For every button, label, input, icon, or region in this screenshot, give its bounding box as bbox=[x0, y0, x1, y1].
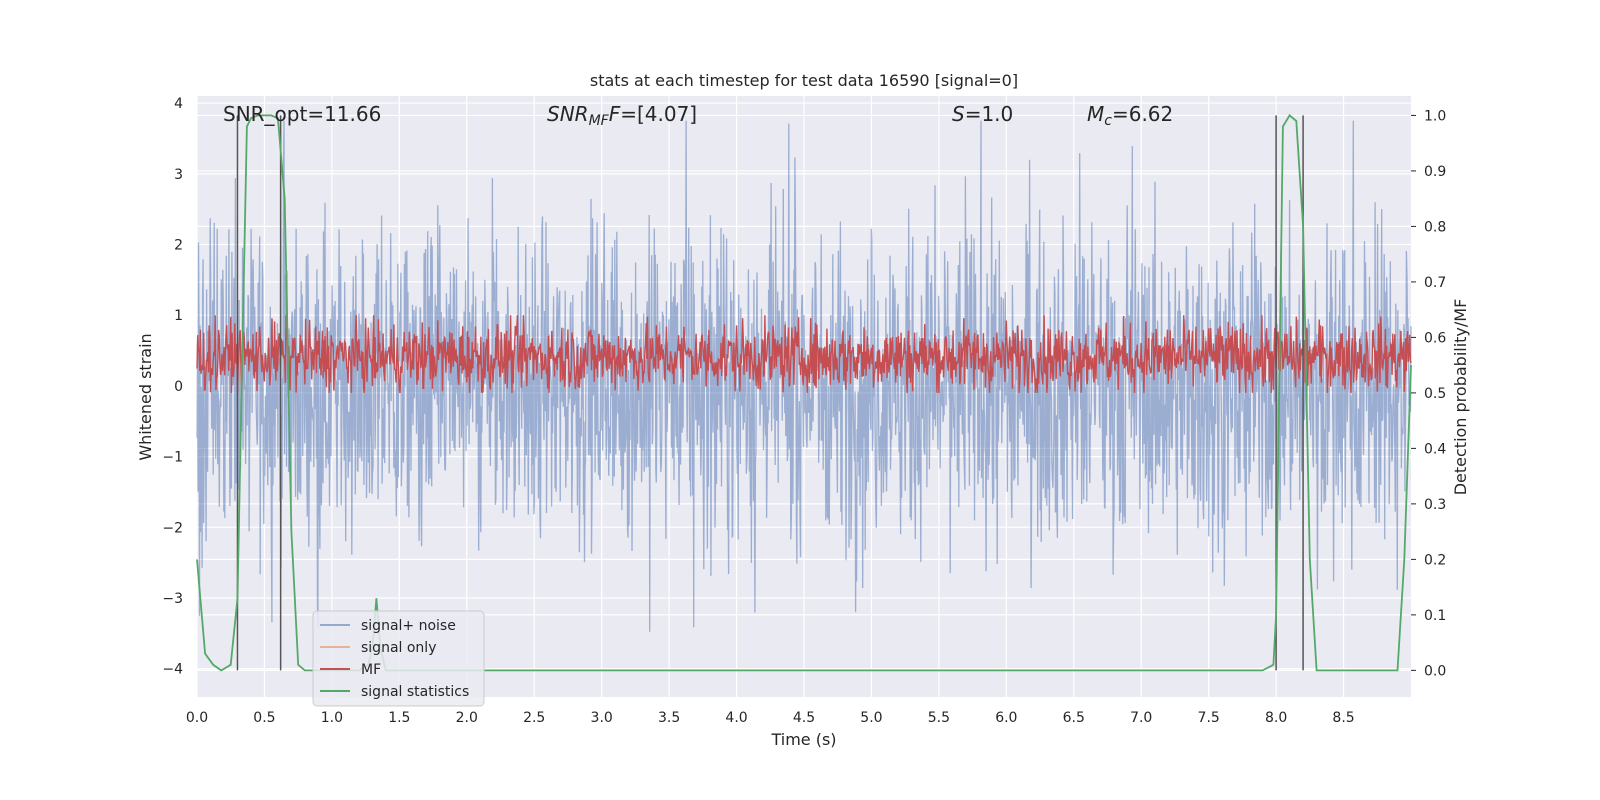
x-tick-label: 4.0 bbox=[725, 710, 747, 726]
x-tick-label: 1.0 bbox=[321, 710, 343, 726]
y-left-tick-label: −4 bbox=[162, 662, 183, 678]
signal-noise-line bbox=[196, 120, 1412, 632]
y-right-tick-label: 0.4 bbox=[1424, 441, 1446, 457]
annotation-snr-mf: SNRMFF=[4.07] bbox=[547, 102, 697, 129]
y-right-tick-label: 0.1 bbox=[1424, 608, 1446, 624]
annotation-s: S=1.0 bbox=[952, 102, 1013, 126]
x-tick-label: 7.0 bbox=[1130, 710, 1152, 726]
x-tick-label: 2.0 bbox=[456, 710, 478, 726]
y-right-tick-label: 0.0 bbox=[1424, 663, 1446, 679]
y-right-tick-label: 1.0 bbox=[1424, 108, 1446, 124]
y-axis-left-ticks: 4 3 2 1 0 −1 −2 −3 −4 bbox=[162, 96, 183, 678]
y-left-tick-label: 0 bbox=[174, 379, 183, 395]
series-signal-noise bbox=[196, 120, 1412, 632]
y-left-tick-label: 1 bbox=[174, 308, 183, 324]
x-tick-label: 8.0 bbox=[1265, 710, 1287, 726]
y-right-tick-label: 0.8 bbox=[1424, 219, 1446, 235]
legend-label-signal-noise: signal+ noise bbox=[361, 618, 456, 634]
y-left-tick-label: −2 bbox=[162, 520, 183, 536]
y-left-tick-label: 2 bbox=[174, 237, 183, 253]
y-right-tick-label: 0.3 bbox=[1424, 497, 1446, 513]
x-tick-label: 4.5 bbox=[793, 710, 815, 726]
y-axis-right-label: Detection probability/MF bbox=[1451, 299, 1470, 496]
y-left-tick-label: 4 bbox=[174, 96, 183, 112]
x-tick-label: 1.5 bbox=[388, 710, 410, 726]
x-tick-label: 3.0 bbox=[591, 710, 613, 726]
y-right-tick-label: 0.2 bbox=[1424, 552, 1446, 568]
x-tick-label: 5.5 bbox=[928, 710, 950, 726]
x-tick-label: 5.0 bbox=[860, 710, 882, 726]
y-right-tick-label: 0.9 bbox=[1424, 164, 1446, 180]
y-right-tick-label: 0.7 bbox=[1424, 275, 1446, 291]
x-tick-label: 0.0 bbox=[186, 710, 208, 726]
annotation-snr-opt: SNR_opt=11.66 bbox=[223, 102, 381, 126]
y-left-tick-label: −3 bbox=[162, 591, 183, 607]
y-axis-right-ticks: 1.0 0.9 0.8 0.7 0.6 0.5 0.4 0.3 0.2 0.1 0.0 bbox=[1411, 108, 1446, 679]
chart-title: stats at each timestep for test data 165… bbox=[590, 71, 1018, 90]
x-tick-label: 6.0 bbox=[995, 710, 1017, 726]
series-mf bbox=[196, 315, 1412, 394]
y-right-tick-label: 0.5 bbox=[1424, 386, 1446, 402]
legend-label-mf: MF bbox=[361, 662, 381, 678]
x-tick-label: 8.5 bbox=[1332, 710, 1354, 726]
legend-label-signal-statistics: signal statistics bbox=[361, 684, 469, 700]
y-left-tick-label: −1 bbox=[162, 450, 183, 466]
y-axis-left-label: Whitened strain bbox=[136, 333, 155, 460]
x-axis-ticks: 0.0 0.5 1.0 1.5 2.0 2.5 3.0 3.5 4.0 4.5 5.0 5.5 6.0 6… bbox=[186, 710, 1355, 726]
y-left-tick-label: 3 bbox=[174, 167, 183, 183]
x-tick-label: 2.5 bbox=[523, 710, 545, 726]
annotation-mc: Mc=6.62 bbox=[1087, 102, 1173, 129]
legend-label-signal-only: signal only bbox=[361, 640, 436, 656]
y-right-tick-label: 0.6 bbox=[1424, 330, 1446, 346]
x-tick-label: 6.5 bbox=[1063, 710, 1085, 726]
x-axis-label: Time (s) bbox=[770, 730, 836, 749]
x-tick-label: 3.5 bbox=[658, 710, 680, 726]
mf-line bbox=[196, 315, 1412, 394]
legend: signal+ noise signal only MF signal stat… bbox=[312, 610, 485, 707]
x-tick-label: 0.5 bbox=[253, 710, 275, 726]
x-tick-label: 7.5 bbox=[1198, 710, 1220, 726]
legend-box bbox=[312, 610, 485, 707]
